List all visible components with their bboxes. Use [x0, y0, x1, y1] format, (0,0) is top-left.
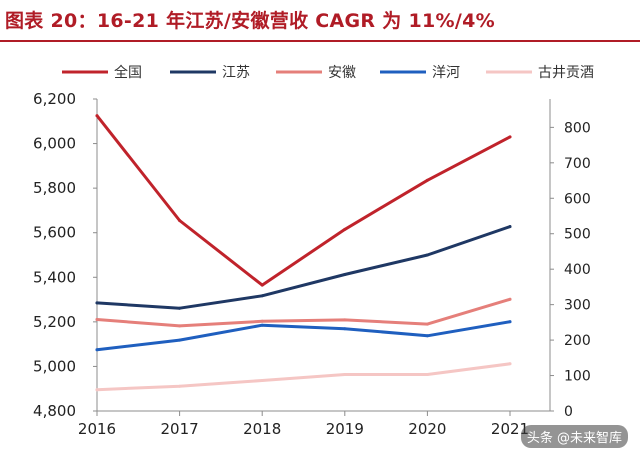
- data-point: [95, 114, 99, 118]
- right-tick-label: 300: [564, 298, 591, 314]
- series-line-全国: [95, 114, 512, 287]
- data-point: [425, 253, 429, 257]
- right-tick-label: 600: [564, 191, 591, 207]
- x-tick-label: 2019: [326, 420, 364, 438]
- data-point: [508, 225, 512, 229]
- data-point: [95, 348, 99, 352]
- left-tick-label: 5,000: [33, 357, 76, 375]
- data-point: [425, 178, 429, 182]
- data-point: [178, 306, 182, 310]
- data-point: [343, 227, 347, 231]
- data-point: [425, 322, 429, 326]
- right-tick-label: 100: [564, 369, 591, 385]
- left-tick-label: 4,800: [33, 402, 76, 420]
- left-tick-label: 6,200: [33, 90, 76, 108]
- data-point: [178, 219, 182, 222]
- x-tick-label: 2016: [78, 420, 116, 438]
- x-tick-label: 2018: [243, 420, 281, 438]
- data-point: [343, 273, 347, 276]
- data-point: [260, 319, 264, 323]
- data-point: [508, 297, 512, 301]
- data-point: [343, 318, 347, 322]
- left-tick-label: 5,400: [33, 268, 76, 286]
- left-tick-label: 5,800: [33, 179, 76, 197]
- series-lines: [95, 114, 512, 392]
- data-point: [260, 379, 264, 382]
- series-line-安徽: [95, 297, 512, 328]
- x-tick-label: 2021: [491, 420, 529, 438]
- chart-title: 图表 20：16-21 年江苏/安徽营收 CAGR 为 11%/4%: [5, 10, 495, 32]
- data-point: [508, 135, 512, 139]
- legend-label: 江苏: [222, 65, 250, 81]
- legend-label: 安徽: [328, 65, 356, 81]
- data-point: [178, 384, 182, 388]
- data-point: [343, 373, 347, 376]
- data-point: [178, 338, 182, 342]
- right-tick-label: 200: [564, 333, 591, 349]
- right-tick-label: 500: [564, 227, 591, 243]
- legend-label: 全国: [114, 64, 142, 81]
- data-point: [95, 388, 99, 392]
- left-tick-label: 5,200: [33, 313, 76, 331]
- data-point: [425, 373, 429, 376]
- legend: 全国 江苏 安徽 洋河 古井贡酒: [62, 64, 594, 81]
- series-line-江苏: [95, 225, 512, 310]
- data-point: [260, 294, 264, 298]
- right-tick-label: 0: [564, 404, 573, 420]
- legend-label: 洋河: [432, 65, 460, 81]
- series-line-古井贡酒: [95, 362, 512, 392]
- data-point: [95, 301, 99, 305]
- legend-label: 古井贡酒: [538, 65, 594, 81]
- left-tick-label: 6,000: [33, 135, 76, 153]
- x-tick-label: 2017: [161, 420, 199, 438]
- series-line-洋河: [95, 320, 512, 352]
- x-tick-label: 2020: [408, 420, 446, 438]
- left-tick-label: 5,600: [33, 224, 76, 242]
- right-tick-label: 800: [564, 120, 591, 136]
- title-divider: [0, 40, 640, 42]
- data-point: [260, 283, 264, 287]
- line-chart: 全国 江苏 安徽 洋河 古井贡酒 4,800 5,000 5,200 5,400 5,600 5,…: [33, 64, 594, 438]
- axes: 4,800 5,000 5,200 5,400 5,600 5,800 6,000 6,200…: [33, 90, 591, 438]
- right-tick-label: 400: [564, 262, 591, 278]
- data-point: [95, 318, 99, 321]
- data-point: [343, 327, 347, 331]
- right-tick-label: 700: [564, 156, 591, 172]
- data-point: [178, 324, 182, 328]
- data-point: [260, 323, 264, 327]
- watermark: 头条 @未来智库: [520, 425, 628, 448]
- data-point: [508, 362, 512, 366]
- data-point: [508, 320, 512, 324]
- data-point: [425, 334, 429, 338]
